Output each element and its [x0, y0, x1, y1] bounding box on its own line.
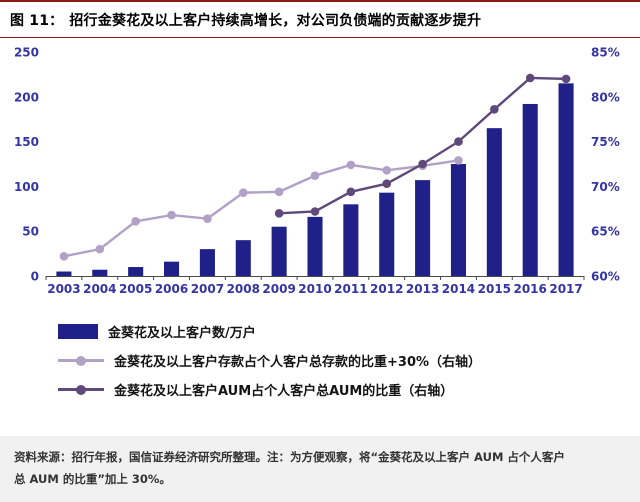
- aum-line-swatch: [58, 383, 104, 397]
- figure-title: 招行金葵花及以上客户持续高增长，对公司负债端的贡献逐步提升: [69, 13, 482, 29]
- left-axis-tick-label: 50: [22, 225, 39, 239]
- x-axis-label: 2008: [227, 282, 260, 296]
- source-line-1: 资料来源：招行年报，国信证券经济研究所整理。注：为方便观察，将“金葵花及以上客户…: [14, 450, 565, 465]
- left-axis-tick-label: 100: [14, 180, 39, 194]
- bar: [199, 249, 215, 276]
- bar: [415, 180, 431, 276]
- right-axis-tick-label: 60%: [591, 270, 620, 284]
- legend-label-aum-share: 金葵花及以上客户AUM占个人客户总AUM的比重（右轴）: [114, 384, 454, 399]
- bar-swatch: [58, 324, 98, 339]
- bar: [558, 83, 574, 276]
- bar: [343, 204, 359, 276]
- bar: [235, 240, 251, 276]
- left-axis-tick-label: 200: [14, 90, 39, 104]
- x-axis-label: 2015: [478, 282, 511, 296]
- data-point: [310, 207, 320, 216]
- bar: [486, 128, 502, 276]
- legend: 金葵花及以上客户数/万户 金葵花及以上客户存款占个人客户总存款的比重+30%（右…: [0, 310, 640, 409]
- right-axis-tick-label: 70%: [591, 180, 620, 194]
- legend-label-deposit-share: 金葵花及以上客户存款占个人客户总存款的比重+30%（右轴）: [114, 355, 482, 370]
- deposit-line-swatch-marker: [76, 355, 86, 366]
- data-point: [346, 160, 356, 170]
- bar: [92, 269, 108, 276]
- data-point: [382, 165, 392, 175]
- x-axis-label: 2005: [119, 282, 152, 296]
- x-axis-label: 2016: [513, 282, 546, 296]
- x-axis-label: 2012: [370, 282, 403, 296]
- x-axis-label: 2003: [47, 282, 80, 296]
- x-axis-label: 2017: [549, 282, 582, 296]
- data-point: [131, 217, 140, 226]
- aum-line-swatch-marker: [76, 384, 86, 395]
- data-point: [454, 156, 463, 165]
- x-axis-label: 2006: [155, 282, 188, 296]
- source-note: 资料来源：招行年报，国信证券经济研究所整理。注：为方便观察，将“金葵花及以上客户…: [0, 436, 640, 502]
- x-axis-label: 2007: [191, 282, 224, 296]
- bar: [307, 216, 323, 276]
- source-line-2: 总 AUM 的比重”加上 30%。: [14, 471, 171, 486]
- bar: [450, 164, 466, 276]
- legend-item-aum-share: 金葵花及以上客户AUM占个人客户总AUM的比重（右轴）: [58, 380, 640, 399]
- line-series: [63, 159, 459, 258]
- x-axis-label: 2011: [334, 282, 367, 296]
- data-point: [418, 159, 427, 169]
- deposit-line-swatch: [58, 354, 104, 368]
- left-axis-tick-label: 0: [31, 270, 39, 284]
- data-point: [561, 74, 571, 84]
- legend-item-deposit-share: 金葵花及以上客户存款占个人客户总存款的比重+30%（右轴）: [58, 351, 640, 370]
- data-point: [454, 137, 463, 146]
- bar: [164, 261, 180, 276]
- data-point: [274, 208, 284, 218]
- bar: [522, 103, 538, 276]
- left-axis-tick-label: 250: [14, 46, 39, 60]
- figure-number: 图 11：: [10, 13, 64, 29]
- right-axis-tick-label: 75%: [591, 135, 620, 149]
- data-point: [95, 244, 105, 254]
- x-axis-label: 2014: [442, 282, 475, 296]
- x-axis-label: 2013: [406, 282, 439, 296]
- data-point: [59, 251, 69, 261]
- bar: [56, 271, 72, 276]
- right-axis-tick-label: 65%: [591, 225, 620, 239]
- figure-header: 图 11： 招行金葵花及以上客户持续高增长，对公司负债端的贡献逐步提升: [0, 0, 640, 38]
- right-axis-tick-label: 85%: [591, 46, 620, 60]
- data-point: [274, 187, 284, 197]
- data-point: [167, 210, 176, 220]
- data-point: [238, 188, 248, 197]
- left-axis-tick-label: 150: [14, 135, 39, 149]
- x-axis-label: 2004: [83, 282, 116, 296]
- legend-item-customers: 金葵花及以上客户数/万户: [58, 322, 640, 341]
- x-axis-label: 2010: [298, 282, 331, 296]
- data-point: [382, 179, 392, 189]
- data-point: [490, 105, 499, 114]
- data-point: [525, 73, 535, 83]
- legend-label-customers: 金葵花及以上客户数/万户: [108, 326, 256, 341]
- bar: [271, 226, 287, 276]
- chart-area: 0 50 100 150 200 250 60% 65% 70% 75% 80% 85% 2003 200…: [0, 38, 640, 310]
- data-point: [203, 214, 212, 223]
- right-axis-tick-label: 80%: [591, 90, 620, 104]
- bar: [128, 267, 144, 276]
- data-point: [310, 171, 320, 180]
- data-point: [346, 187, 356, 197]
- bar: [379, 192, 395, 276]
- x-axis-label: 2009: [262, 282, 295, 296]
